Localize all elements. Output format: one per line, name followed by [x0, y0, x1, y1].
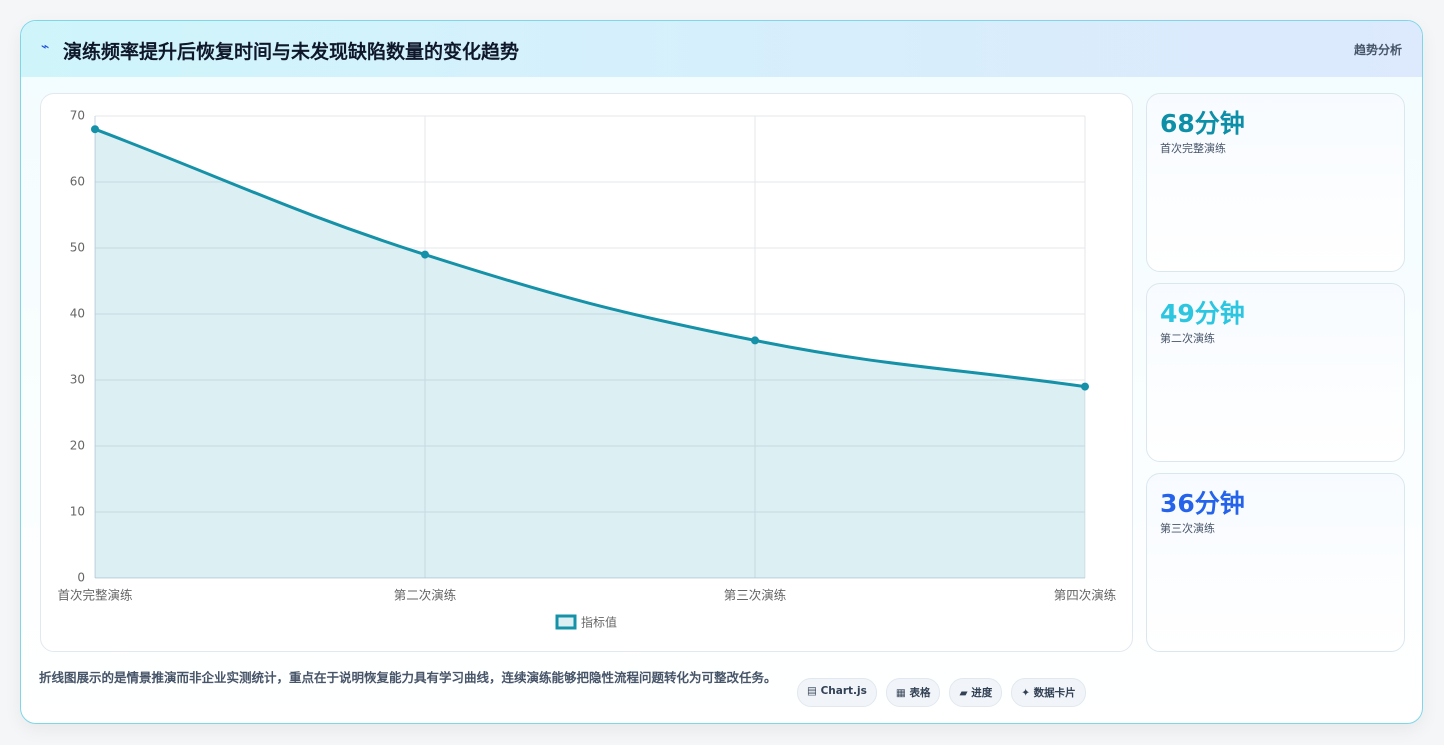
chip[interactable]: ✦ 数据卡片 — [1011, 678, 1086, 707]
point — [91, 125, 99, 134]
chip[interactable]: ▦ 表格 — [885, 678, 941, 707]
x-tick-label: 第四次演练 — [1054, 588, 1117, 603]
stat-card: 68分钟首次完整演练 — [1146, 93, 1405, 272]
footer-note: 折线图展示的是情景推演而非企业实测统计，重点在于说明恢复能力具有学习曲线，连续演… — [39, 670, 777, 685]
stat-value: 36分钟 — [1160, 489, 1245, 518]
x-tick-label: 第二次演练 — [394, 588, 457, 603]
x-tick-label: 首次完整演练 — [57, 588, 133, 603]
y-tick-label: 0 — [77, 571, 85, 585]
header: ⌁ 演练频率提升后恢复时间与未发现缺陷数量的变化趋势 趋势分析 — [21, 21, 1422, 77]
stat-label: 第二次演练 — [1160, 332, 1215, 345]
x-tick-label: 第三次演练 — [724, 588, 787, 603]
stat-card: 36分钟第三次演练 — [1146, 473, 1405, 652]
header-icon: ⌁ — [41, 39, 50, 55]
chip[interactable]: ▰ 进度 — [949, 678, 1003, 707]
chip[interactable]: ▤ Chart.js — [797, 678, 877, 707]
chips: ▤ Chart.js ▦ 表格 ▰ 进度 ✦ 数据卡片 — [797, 678, 1086, 707]
stat-label: 首次完整演练 — [1160, 142, 1226, 155]
y-tick-label: 10 — [70, 505, 85, 519]
stat-card: 49分钟第二次演练 — [1146, 283, 1405, 462]
y-tick-label: 70 — [70, 109, 85, 123]
title: 演练频率提升后恢复时间与未发现缺陷数量的变化趋势 — [63, 41, 520, 63]
stat-label: 第三次演练 — [1160, 522, 1215, 535]
card: ⌁ 演练频率提升后恢复时间与未发现缺陷数量的变化趋势 趋势分析 0 10 20 30 4… — [20, 20, 1423, 724]
chart-panel: 0 10 20 30 40 50 60 70 首次完整演练 第二次演练 第三次演练 第四次演练指标值 — [40, 93, 1133, 652]
y-tick-label: 20 — [70, 439, 85, 453]
stat-value: 49分钟 — [1160, 299, 1245, 328]
stat-value: 68分钟 — [1160, 109, 1245, 138]
y-tick-label: 60 — [70, 175, 85, 189]
y-tick-label: 50 — [70, 241, 85, 255]
y-tick-label: 40 — [70, 307, 85, 321]
tag: 趋势分析 — [1353, 43, 1402, 57]
point — [1081, 382, 1089, 391]
line — [94, 127, 1086, 389]
legend-swatch — [555, 614, 577, 630]
area — [95, 129, 1085, 578]
point — [751, 336, 759, 345]
point — [421, 250, 429, 259]
legend-label: 指标值 — [581, 615, 617, 630]
y-tick-label: 30 — [70, 373, 85, 387]
